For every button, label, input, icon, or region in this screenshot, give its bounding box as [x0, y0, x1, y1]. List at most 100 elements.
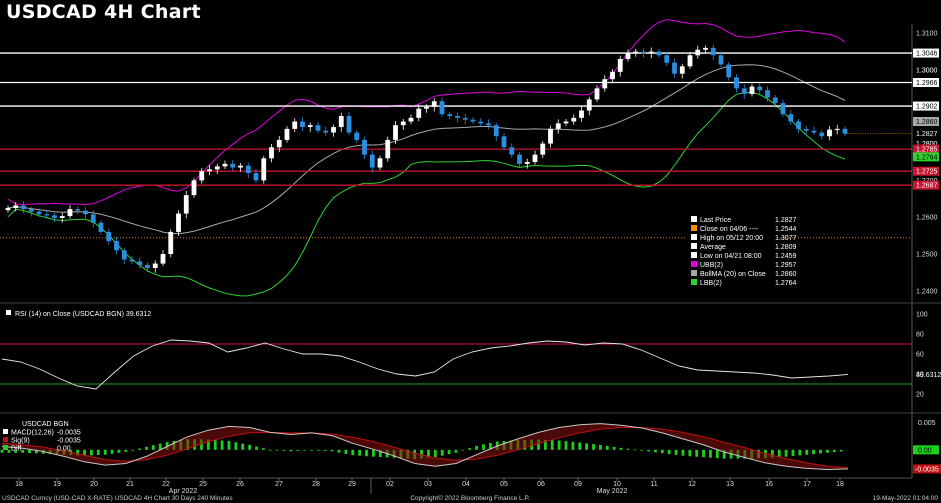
- diff-bar: [433, 449, 437, 458]
- down-candle: [129, 259, 135, 262]
- rsi-y-tick: 80: [916, 332, 924, 339]
- diff-bar: [34, 449, 38, 454]
- price-level-tag: [913, 78, 939, 88]
- down-candle: [656, 51, 662, 56]
- up-candle: [214, 166, 220, 170]
- price-y-tick: 1.2500: [916, 252, 938, 259]
- rsi-y-tick: 100: [916, 312, 928, 319]
- diff-bar: [261, 448, 265, 450]
- up-candle: [703, 47, 708, 50]
- diff-bar: [482, 444, 485, 450]
- down-candle: [455, 116, 460, 118]
- up-candle: [183, 195, 189, 214]
- legend-value: 1.2809: [775, 244, 797, 251]
- up-candle: [307, 125, 313, 128]
- legend-label: BollMA (20) on Close: [700, 271, 766, 278]
- diff-bar: [275, 449, 279, 451]
- diff-bar: [28, 449, 31, 454]
- legend-swatch: [691, 216, 697, 222]
- up-candle: [687, 55, 693, 67]
- up-candle: [385, 139, 391, 159]
- up-candle: [331, 127, 336, 133]
- diff-bar: [715, 449, 719, 459]
- down-candle: [501, 136, 507, 148]
- diff-bar: [316, 449, 320, 451]
- up-candle: [400, 121, 406, 126]
- x-tick-label: 20: [90, 481, 98, 488]
- macd-legend-swatch: [3, 437, 8, 442]
- diff-bar: [633, 449, 637, 451]
- diff-bar: [647, 449, 650, 452]
- up-candle: [67, 209, 73, 217]
- diff-bar: [323, 449, 327, 451]
- down-candle: [300, 121, 305, 128]
- diff-bar: [268, 449, 272, 451]
- legend-label: High on 05/12 20:00: [700, 235, 763, 242]
- diff-bar: [461, 449, 465, 451]
- diff-bar: [282, 449, 286, 451]
- up-candle: [602, 79, 608, 89]
- diff-bar: [14, 449, 18, 453]
- diff-bar: [475, 445, 478, 450]
- diff-bar: [296, 449, 300, 451]
- price-level-tag: [913, 152, 939, 162]
- diff-bar: [378, 449, 382, 458]
- up-candle: [424, 106, 429, 109]
- price-y-tick: 1.3000: [916, 68, 938, 75]
- down-candle: [493, 125, 499, 137]
- diff-bar: [151, 445, 155, 450]
- up-candle: [625, 53, 631, 59]
- rsi-y-tick: 20: [916, 392, 924, 399]
- down-candle: [315, 125, 321, 131]
- down-candle: [811, 130, 817, 133]
- diff-bar: [819, 449, 822, 454]
- up-candle: [617, 58, 623, 72]
- up-candle: [408, 117, 414, 122]
- down-candle: [486, 123, 491, 126]
- diff-bar: [200, 439, 203, 450]
- diff-bar: [791, 449, 795, 457]
- price-level-tag: [913, 166, 939, 176]
- up-candle: [563, 121, 569, 124]
- up-candle: [586, 99, 592, 111]
- up-candle: [13, 205, 19, 208]
- x-tick-label: 27: [275, 481, 283, 488]
- up-candle: [59, 216, 65, 218]
- up-candle: [540, 143, 546, 155]
- price-level-tag: [913, 48, 939, 58]
- diff-bar: [537, 439, 540, 450]
- legend-label: Low on 04/21 08:00: [700, 253, 762, 260]
- down-candle: [757, 86, 763, 91]
- diff-bar: [351, 449, 355, 456]
- x-tick-label: 16: [765, 481, 773, 488]
- diff-bar: [605, 445, 609, 450]
- down-candle: [734, 77, 739, 89]
- down-candle: [788, 114, 794, 122]
- down-candle: [842, 128, 848, 134]
- price-legend: Last Price 1.2827 Close on 04/06 ---- 1.254…: [686, 212, 797, 290]
- diff-bar: [592, 444, 595, 450]
- diff-bar: [709, 449, 712, 458]
- up-candle: [207, 169, 212, 172]
- diff-bar: [427, 449, 430, 458]
- rsi-title: RSI (14) on Close (USDCAD BGN) 39.6312: [15, 311, 151, 318]
- down-candle: [106, 231, 112, 242]
- rsi-y-tick: 40: [916, 372, 924, 379]
- up-candle: [199, 171, 205, 181]
- diff-bar: [702, 449, 705, 458]
- down-candle: [90, 214, 96, 223]
- macd-title: USDCAD BGN: [22, 421, 69, 428]
- price-panel: [0, 19, 912, 297]
- up-candle: [338, 116, 344, 128]
- price-y-tick: 1.2400: [916, 288, 938, 295]
- down-candle: [819, 132, 825, 137]
- price-level-label: 1.2902: [916, 104, 938, 111]
- diff-bar: [90, 449, 93, 456]
- diff-bar: [165, 441, 169, 450]
- macd-legend-value: 0.00: [57, 446, 71, 453]
- down-candle: [245, 165, 251, 174]
- down-candle: [369, 154, 375, 168]
- diff-bar: [688, 449, 692, 457]
- down-candle: [253, 173, 259, 181]
